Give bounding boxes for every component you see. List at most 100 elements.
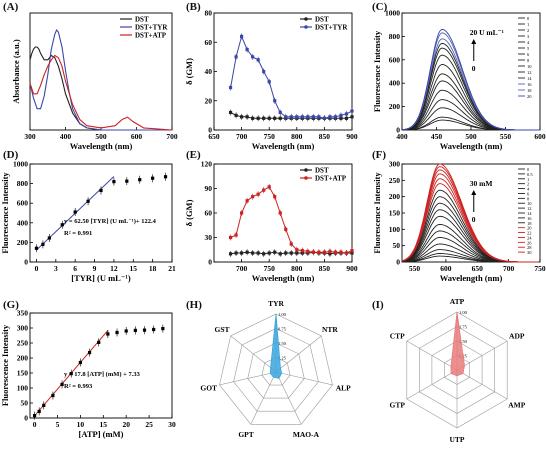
y-tick-label: 200	[389, 102, 401, 111]
legend-label: 1	[527, 177, 529, 182]
x-tick-label: 500	[465, 132, 477, 141]
data-point	[273, 250, 277, 254]
data-point	[328, 249, 332, 253]
data-point	[344, 116, 349, 120]
plot-frame	[29, 163, 173, 263]
data-point	[267, 80, 271, 84]
data-point	[251, 195, 255, 199]
radar-tick-label: 0.50	[278, 341, 287, 346]
data-point	[251, 251, 255, 255]
radar-tick-label: 0.50	[459, 339, 468, 344]
data-point	[284, 115, 288, 119]
x-tick-label: 20	[122, 420, 130, 429]
y-tick-label: 600	[389, 55, 401, 64]
data-point	[273, 99, 277, 103]
x-tick-label: 600	[440, 264, 452, 273]
data-point	[240, 211, 244, 215]
radar-spoke	[456, 340, 508, 371]
legend-label: DST+TYR	[135, 24, 168, 32]
y-tick-label: 200	[389, 192, 401, 201]
legend-label: DST+ATP	[135, 32, 167, 40]
y-tick-label: 60	[205, 209, 213, 218]
data-point	[262, 188, 266, 192]
y-tick-label: 60	[205, 38, 213, 47]
y-tick-label: 0	[24, 258, 28, 267]
data-point	[289, 115, 293, 119]
legend-label: 30	[527, 250, 532, 255]
x-tick-label: 0	[35, 264, 39, 273]
data-point	[295, 115, 299, 119]
panel-label: (D)	[3, 149, 19, 161]
panel-label: (H)	[186, 299, 202, 311]
radar-axis-label: AMP	[508, 401, 525, 410]
radar-spoke	[275, 335, 322, 373]
radar-axis-label: UTP	[450, 435, 465, 444]
data-point	[278, 252, 282, 256]
data-point	[234, 233, 238, 237]
data-point	[163, 175, 168, 179]
chart-h: TYR NTR ALP MAO-A GPT GOT GST 0.25 0.50 0.75 1.00	[200, 299, 351, 439]
x-tick-label: 650	[472, 264, 484, 273]
legend-label: DST	[315, 167, 329, 175]
data-point	[300, 115, 304, 119]
legend-label: 16	[527, 216, 532, 221]
plot-frame	[29, 312, 173, 419]
x-tick-label: 700	[166, 132, 178, 141]
x-tick-label: 750	[264, 264, 276, 273]
radar-tick-label: 0.25	[278, 356, 287, 361]
radar-axis-label: MAO-A	[293, 430, 320, 439]
series-line-dst-atp	[29, 54, 173, 131]
data-point	[262, 69, 266, 74]
y-tick-label: 250	[389, 176, 401, 185]
x-tick-label: 18	[149, 264, 157, 273]
data-point	[322, 116, 326, 120]
data-point	[37, 409, 41, 413]
data-point	[234, 113, 238, 117]
x-tick-label: 400	[396, 132, 408, 141]
radar-spoke	[275, 371, 302, 425]
radar-grid	[219, 313, 333, 425]
data-point	[344, 251, 349, 255]
data-point	[350, 248, 354, 253]
radar-axis-label: ATP	[450, 297, 465, 306]
y-tick-label: 50	[21, 399, 29, 408]
spectrum-line	[401, 163, 539, 263]
annotation-zero: 0	[472, 215, 476, 224]
data-point	[267, 116, 271, 120]
data-point	[306, 249, 310, 253]
data-point	[240, 251, 244, 255]
panel-label: (C)	[372, 1, 388, 13]
radar-spoke	[406, 369, 458, 400]
data-point	[251, 55, 255, 59]
radar-spoke	[230, 335, 277, 373]
x-tick-label: 700	[236, 132, 248, 141]
data-point	[300, 248, 304, 253]
data-point	[339, 113, 343, 117]
fit-r-squared: R² = 0.993	[64, 383, 93, 390]
data-point	[51, 393, 55, 398]
x-tick-label: 550	[500, 132, 512, 141]
y-tick-label: 250	[17, 339, 29, 348]
radar-tick-label: 1.00	[278, 312, 287, 317]
y-tick-label: 800	[389, 32, 401, 41]
annotation-arrowhead	[471, 39, 477, 44]
legend-label: 0	[527, 16, 530, 21]
x-tick-label: 850	[319, 132, 331, 141]
data-point	[289, 242, 293, 246]
data-point	[125, 179, 129, 183]
y-tick-label: 0	[208, 258, 212, 267]
fit-equation: y = 17.8 [ATP] (mM) + 7.33	[64, 371, 141, 378]
x-tick-label: 450	[431, 132, 443, 141]
data-point	[311, 250, 315, 254]
x-tick-label: 750	[264, 132, 276, 141]
radar-spoke	[275, 371, 333, 386]
data-point	[262, 116, 266, 120]
chart-d: 0 3 6 9 12 15 18 21 0 200 400 600 800 1000 [TYR] (U mL…	[0, 160, 176, 284]
radar-axis-label: GOT	[200, 383, 217, 392]
legend-label: 20	[527, 226, 532, 231]
y-tick-label: 40	[205, 67, 213, 76]
data-point	[60, 382, 64, 386]
y-tick-label: 1000	[385, 9, 400, 18]
